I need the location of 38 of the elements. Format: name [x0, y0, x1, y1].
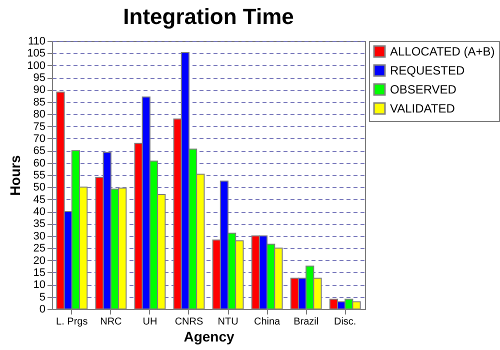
- y-tick-label: 105: [27, 48, 46, 60]
- legend-label: VALIDATED: [390, 102, 456, 116]
- y-tick-label: 50: [33, 182, 46, 194]
- y-tick-label: 25: [33, 242, 46, 255]
- y-tick-label: 0: [39, 304, 46, 316]
- y-tick-label: 5: [39, 291, 46, 304]
- legend-label: OBSERVED: [390, 82, 457, 96]
- y-tick-label: 60: [33, 157, 46, 170]
- y-tick-label: 95: [33, 72, 46, 84]
- y-tick-label: 20: [33, 254, 46, 267]
- y-tick-label: 15: [33, 266, 46, 279]
- x-tick-label: CNRS: [174, 316, 204, 328]
- y-axis-title: Hours: [7, 155, 24, 196]
- y-tick-label: 75: [33, 120, 46, 133]
- x-axis-title: Agency: [184, 328, 234, 344]
- x-tick-label: L. Prgs: [56, 316, 88, 328]
- x-tick-label: UH: [142, 316, 158, 328]
- y-tick-label: 70: [33, 132, 46, 145]
- y-tick-label: 40: [33, 206, 46, 218]
- chart-title: Integration Time: [123, 4, 294, 29]
- legend-label: REQUESTED: [390, 64, 466, 78]
- x-tick-label: Brazil: [294, 316, 319, 328]
- y-tick-label: 30: [33, 230, 46, 242]
- y-tick-label: 35: [33, 218, 46, 230]
- x-tick-label: NRC: [100, 316, 122, 328]
- y-tick-label: 90: [33, 84, 46, 96]
- y-tick-label: 45: [33, 194, 46, 206]
- legend-label: ALLOCATED (A+B): [390, 44, 495, 58]
- y-tick-label: 110: [28, 36, 46, 48]
- x-tick-label: Disc.: [334, 316, 356, 328]
- y-tick-label: 85: [33, 96, 46, 108]
- y-tick-label: 65: [33, 145, 46, 158]
- x-tick-label: China: [254, 316, 281, 328]
- y-tick-label: 55: [33, 170, 46, 182]
- y-tick-label: 100: [27, 60, 46, 72]
- x-tick-label: NTU: [218, 316, 238, 328]
- y-tick-label: 10: [33, 279, 46, 292]
- y-tick-label: 80: [33, 108, 46, 121]
